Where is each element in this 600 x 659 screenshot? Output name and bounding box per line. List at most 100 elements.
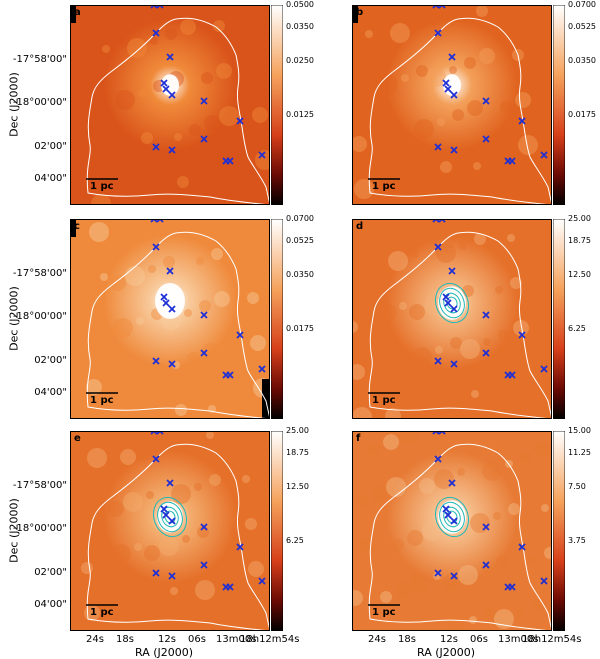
- colorbar-tick-label: 12.50: [568, 270, 591, 279]
- source-marker: [448, 267, 456, 275]
- emission-clump: [108, 501, 124, 517]
- emission-map: [70, 5, 270, 205]
- source-marker: [438, 219, 446, 223]
- blank-corner: [70, 5, 76, 23]
- panel-a-image: [70, 5, 270, 205]
- emission-clump: [412, 347, 432, 367]
- colorbar-tick-label: 0.0525: [568, 22, 596, 31]
- emission-clump: [180, 19, 196, 35]
- emission-clump: [383, 434, 399, 450]
- ra-tick-label: 06s: [188, 634, 206, 645]
- dec-tick-label: 04'00": [34, 387, 67, 398]
- emission-clump: [398, 431, 418, 445]
- emission-clump: [422, 521, 442, 541]
- ra-tick-label: 12s: [158, 634, 176, 645]
- source-marker: [442, 293, 450, 301]
- source-marker: [434, 29, 442, 37]
- colorbar: [271, 219, 283, 419]
- source-marker: [450, 572, 458, 580]
- panel-letter: e: [74, 433, 81, 444]
- source-marker: [150, 5, 158, 9]
- region-contour: [368, 231, 552, 419]
- panel-letter: c: [74, 221, 80, 232]
- emission-clump: [366, 127, 386, 147]
- emission-clump: [377, 178, 385, 186]
- cyan-contour: [434, 496, 470, 538]
- cyan-contour: [439, 501, 465, 533]
- source-marker: [482, 523, 490, 531]
- emission-clump: [530, 83, 550, 103]
- emission-clump: [437, 118, 445, 126]
- colorbar-tick-label: 0.0125: [286, 110, 314, 119]
- emission-clump: [359, 538, 375, 554]
- ra-tick-label: 24s: [86, 634, 104, 645]
- source-marker: [434, 357, 442, 365]
- source-marker: [482, 561, 490, 569]
- scale-bar-label: 1 pc: [90, 607, 114, 618]
- emission-clump: [195, 580, 215, 600]
- source-marker: [540, 577, 548, 585]
- panel-f-image: [352, 431, 552, 631]
- emission-clump: [225, 168, 237, 180]
- emission-clump: [392, 539, 404, 551]
- emission-clump: [89, 222, 109, 242]
- colorbar-tick-label: 0.0500: [286, 0, 314, 9]
- source-marker: [258, 151, 266, 159]
- emission-clump: [363, 84, 379, 100]
- emission-clump: [352, 407, 372, 419]
- source-marker: [168, 146, 176, 154]
- panel-frame: [70, 431, 270, 631]
- emission-clump: [138, 89, 146, 97]
- dec-tick-label: 04'00": [34, 599, 67, 610]
- source-marker: [200, 523, 208, 531]
- colorbar: [271, 431, 283, 631]
- emission-clump: [185, 578, 197, 590]
- ra-tick-label: 24s: [368, 634, 386, 645]
- source-marker: [434, 143, 442, 151]
- emission-clump: [471, 390, 479, 398]
- ra-tick-label: 13m00s: [216, 634, 257, 645]
- emission-clump: [74, 231, 90, 247]
- emission-clump: [410, 573, 430, 593]
- emission-clump: [358, 269, 370, 281]
- emission-clump: [125, 266, 145, 286]
- source-marker: [518, 331, 526, 339]
- emission-clump: [479, 48, 495, 64]
- emission-clump: [70, 98, 87, 118]
- emission-clump: [459, 242, 467, 250]
- emission-clump: [149, 362, 169, 382]
- source-marker: [166, 479, 174, 487]
- emission-clump: [474, 233, 486, 245]
- emission-clump: [535, 442, 551, 458]
- source-marker: [168, 305, 176, 313]
- cyan-contour: [434, 282, 470, 324]
- emission-clump: [399, 302, 407, 310]
- emission-clump: [376, 303, 396, 323]
- source-marker: [508, 371, 516, 379]
- source-marker: [152, 143, 160, 151]
- colorbar-tick-label: 3.75: [568, 536, 586, 545]
- emission-clump: [510, 277, 522, 289]
- dec-tick-label: 02'00": [34, 567, 67, 578]
- emission-clump: [419, 478, 435, 494]
- colorbar-tick-label: 0.0175: [568, 110, 596, 119]
- emission-clump: [476, 5, 488, 17]
- x-axis-label: RA (J2000): [417, 646, 476, 659]
- emission-clump: [388, 251, 408, 271]
- source-marker: [152, 569, 160, 577]
- emission-clump: [144, 545, 160, 561]
- blank-corner: [352, 5, 358, 23]
- emission-clump: [206, 431, 214, 439]
- panel-letter: a: [74, 7, 81, 18]
- source-marker: [156, 431, 164, 435]
- emission-clump: [120, 449, 136, 465]
- source-marker: [444, 511, 452, 519]
- source-marker: [162, 85, 170, 93]
- emission-clump: [488, 153, 500, 165]
- panel-frame: [70, 5, 270, 205]
- emission-clump: [365, 30, 373, 38]
- emission-clump: [196, 257, 204, 265]
- colorbar-tick-label: 0.0350: [568, 56, 596, 65]
- emission-clump: [390, 23, 410, 43]
- emission-clump: [352, 364, 365, 380]
